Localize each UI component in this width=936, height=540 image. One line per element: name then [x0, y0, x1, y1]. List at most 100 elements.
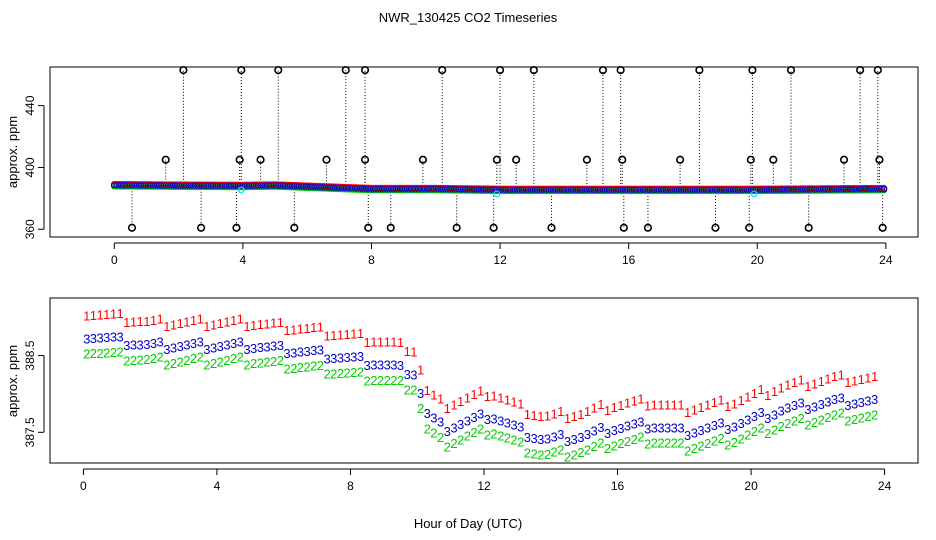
bottom-series-2-point: 2 — [824, 410, 831, 425]
bottom-series-2-point: 2 — [757, 421, 764, 436]
top-x-tick-label: 24 — [879, 253, 893, 267]
bottom-series-1-point: 1 — [524, 407, 531, 422]
bottom-series-3-point: 3 — [96, 330, 103, 345]
bottom-series-3-point: 3 — [864, 393, 871, 408]
bottom-series-3-point: 3 — [157, 334, 164, 349]
bottom-series-3-point: 3 — [524, 430, 531, 445]
bottom-series-3-point: 3 — [691, 426, 698, 441]
bottom-series-3-point: 3 — [130, 338, 137, 353]
bottom-series-2-point: 2 — [597, 435, 604, 450]
bottom-series-3-point: 3 — [223, 337, 230, 352]
bottom-series-1-point: 1 — [243, 319, 250, 334]
bottom-series-3-point: 3 — [310, 343, 317, 358]
top-spike-point-high — [529, 65, 538, 75]
bottom-series-3-point: 3 — [90, 331, 97, 346]
bottom-series-3-point: 3 — [497, 413, 504, 428]
bottom-series-2-point: 2 — [323, 367, 330, 382]
top-spike-point-high — [786, 65, 796, 75]
bottom-series-3-point: 3 — [771, 407, 778, 422]
bottom-series-1-point: 1 — [504, 392, 511, 407]
bottom-series-2-point: 2 — [684, 444, 691, 459]
bottom-series-1-point: 1 — [864, 370, 871, 385]
bottom-series-2-point: 2 — [657, 436, 664, 451]
bottom-series-2-point: 2 — [150, 351, 157, 366]
bottom-series-2-point: 2 — [584, 442, 591, 457]
bottom-series-1-point: 1 — [344, 327, 351, 342]
bottom-series-3-point: 3 — [210, 340, 217, 355]
bottom-series-3-point: 3 — [811, 400, 818, 415]
bottom-series-2-point: 2 — [123, 353, 130, 368]
bottom-series-3-point: 3 — [744, 412, 751, 427]
bottom-series-1-point: 1 — [617, 398, 624, 413]
bottom-series-2-point: 2 — [270, 354, 277, 369]
top-spike-point-low — [127, 223, 137, 232]
bottom-series-2-point: 2 — [377, 373, 384, 388]
bottom-series-3-point: 3 — [631, 417, 638, 432]
bottom-series-3-point: 3 — [831, 392, 838, 407]
bottom-series-2-point: 2 — [524, 445, 531, 460]
bottom-series-3-point: 3 — [671, 420, 678, 435]
bottom-series-3-point: 3 — [751, 409, 758, 424]
top-spike-point-mid — [161, 155, 170, 164]
bottom-series-3-point: 3 — [484, 412, 491, 427]
bottom-series-1-point: 1 — [437, 391, 444, 406]
bottom-series-2-point: 2 — [564, 450, 571, 465]
bottom-series-1-point: 1 — [317, 320, 324, 335]
bottom-series-1-point: 1 — [137, 314, 144, 329]
bottom-series-3-point: 3 — [283, 346, 290, 361]
top-spike-point-low — [386, 223, 395, 232]
bottom-series-3-point: 3 — [537, 432, 544, 447]
bottom-series-2-point: 2 — [497, 429, 504, 444]
top-highlight-point — [237, 186, 245, 194]
top-spike-point-low — [489, 223, 498, 232]
bottom-series-3-point: 3 — [851, 397, 858, 412]
bottom-series-1-point: 1 — [96, 307, 103, 322]
bottom-series-2-point: 2 — [457, 432, 464, 447]
bottom-series-2-point: 2 — [591, 439, 598, 454]
bottom-series-2-point: 2 — [330, 366, 337, 381]
bottom-series-2-point: 2 — [310, 359, 317, 374]
top-spike-point-low — [290, 223, 299, 232]
bottom-series-1-point: 1 — [490, 388, 497, 403]
bottom-series-3-point: 3 — [597, 420, 604, 435]
bottom-series-1-point: 1 — [804, 379, 811, 394]
bottom-y-tick-label: 388.5 — [23, 340, 37, 370]
bottom-series-1-point: 1 — [591, 401, 598, 416]
bottom-series-2-point: 2 — [644, 437, 651, 452]
bottom-series-1-point: 1 — [577, 407, 584, 422]
bottom-series-1-point: 1 — [604, 403, 611, 418]
top-highlight-point — [750, 190, 758, 198]
bottom-series-2-point: 2 — [537, 447, 544, 462]
bottom-series-1-point: 1 — [397, 335, 404, 350]
bottom-series-1-point: 1 — [123, 315, 130, 330]
bottom-series-2-point: 2 — [404, 383, 411, 398]
bottom-series-1-point: 1 — [644, 398, 651, 413]
bottom-series-3-point: 3 — [571, 432, 578, 447]
top-spike-point-low — [745, 223, 754, 232]
bottom-series-1-point: 1 — [190, 313, 197, 328]
bottom-series-2-point: 2 — [243, 357, 250, 372]
bottom-series-1-point: 1 — [651, 397, 658, 412]
bottom-series-3-point: 3 — [116, 329, 123, 344]
bottom-series-2-point: 2 — [624, 434, 631, 449]
bottom-series-3-point: 3 — [317, 343, 324, 358]
top-axes: 0 4 8 12 16 20 24 360 400 440 — [23, 95, 893, 267]
bottom-series-1-point: 1 — [290, 322, 297, 337]
bottom-series-3-point: 3 — [190, 336, 197, 351]
top-spike-point-mid — [769, 155, 778, 164]
top-spike-point-mid — [322, 155, 331, 164]
bottom-series-2-point: 2 — [611, 438, 618, 453]
bottom-series-1-point: 1 — [671, 397, 678, 412]
bottom-series-3-point: 3 — [617, 421, 624, 436]
bottom-series-3-point: 3 — [397, 358, 404, 373]
bottom-series-1-point: 1 — [611, 400, 618, 415]
bottom-series-3-point: 3 — [651, 420, 658, 435]
bottom-series-2-point: 2 — [744, 428, 751, 443]
bottom-series-3-point: 3 — [143, 337, 150, 352]
bottom-x-tick-label: 0 — [80, 479, 87, 493]
top-spike-point-high — [598, 65, 608, 75]
bottom-series-1-point: 1 — [330, 328, 337, 343]
bottom-series-2-point: 2 — [677, 436, 684, 451]
